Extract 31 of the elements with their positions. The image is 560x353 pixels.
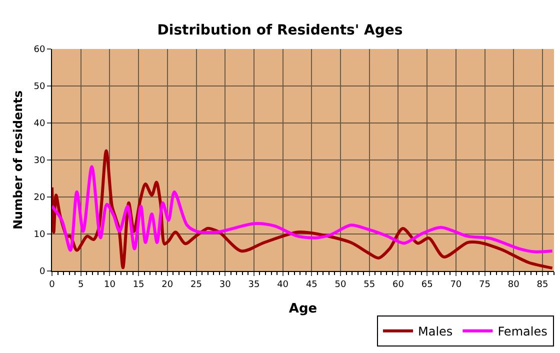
y-tick-label: 50 <box>34 82 46 92</box>
chart-title: Distribution of Residents' Ages <box>157 22 403 39</box>
x-axis-title: Age <box>288 301 318 316</box>
legend-label: Males <box>418 324 453 339</box>
x-tick-label: 5 <box>78 280 84 290</box>
x-tick-label: 20 <box>162 280 174 290</box>
x-tick-label: 60 <box>392 280 404 290</box>
y-tick-label: 60 <box>34 45 46 56</box>
x-tick-label: 85 <box>536 280 548 290</box>
x-tick-label: 40 <box>277 280 289 290</box>
y-tick-label: 10 <box>34 230 46 240</box>
y-tick-label: 20 <box>34 193 46 204</box>
x-tick-label: 55 <box>364 280 376 290</box>
x-tick-label: 50 <box>334 280 347 290</box>
y-tick-label: 40 <box>34 119 46 130</box>
x-tick-label: 25 <box>190 280 202 290</box>
x-tick-label: 35 <box>248 280 260 290</box>
y-tick-label: 30 <box>34 156 46 166</box>
x-tick-label: 0 <box>49 280 56 290</box>
line-series <box>52 165 554 254</box>
legend-label: Females <box>498 324 548 339</box>
x-tick-label: 75 <box>479 280 490 290</box>
x-tick-label: 65 <box>421 280 433 290</box>
x-tick-label: 30 <box>219 280 232 290</box>
y-axis-title: Number of residents <box>11 90 26 230</box>
x-tick-label: 45 <box>306 280 318 290</box>
x-tick-label: 15 <box>132 280 144 290</box>
x-tick-label: 70 <box>450 280 462 290</box>
x-tick-label: 10 <box>104 280 116 290</box>
y-tick-label: 0 <box>39 267 46 278</box>
x-tick-label: 80 <box>508 280 520 290</box>
